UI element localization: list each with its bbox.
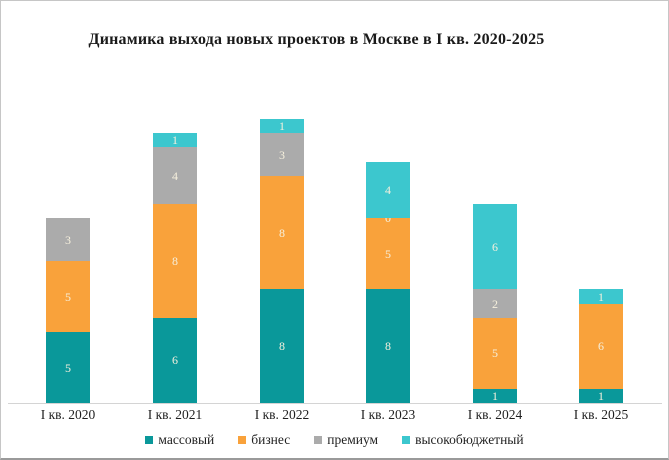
chart-title: Динамика выхода новых проектов в Москве … (88, 31, 545, 48)
legend-label: премиум (327, 432, 379, 447)
segment-value-label: 1 (492, 388, 498, 403)
legend-swatch-icon (402, 436, 411, 444)
legend-item: массовый (145, 432, 214, 448)
legend-label: массовый (158, 432, 215, 447)
bar-segment-массовый (579, 388, 623, 403)
legend-label: высокобюджетный (415, 432, 524, 447)
x-axis-label: I кв. 2025 (573, 407, 629, 422)
bar-segment-высокобюджетный (366, 161, 410, 219)
bar-segment-массовый (260, 289, 304, 403)
bar-segment-бизнес (153, 204, 197, 318)
segment-value-label: 3 (65, 232, 71, 247)
legend: массовый бизнес премиум высокобюджетный (1, 432, 668, 448)
segment-value-label: 3 (279, 147, 285, 162)
x-axis-label: I кв. 2023 (360, 407, 416, 422)
bar-segment-бизнес (260, 175, 304, 290)
bar-segment-массовый (473, 388, 517, 403)
bar-segment-массовый (153, 317, 197, 403)
legend-swatch-icon (238, 436, 247, 444)
segment-value-label: 5 (65, 360, 71, 375)
segment-value-label: 2 (492, 296, 498, 311)
x-axis-line (8, 403, 662, 404)
legend-item: премиум (314, 432, 378, 448)
segment-value-label: 8 (172, 254, 178, 268)
bar-segment-премиум (153, 147, 197, 205)
segment-value-label: 5 (385, 246, 391, 261)
bar-segment-бизнес (366, 218, 410, 290)
segment-value-label: 8 (279, 339, 285, 354)
segment-value-label: 1 (598, 388, 604, 403)
segment-value-label: 4 (385, 183, 391, 197)
segment-value-label: 0 (385, 211, 391, 226)
x-axis-label: I кв. 2021 (147, 407, 203, 422)
bar-segment-высокобюджетный (473, 204, 517, 290)
segment-value-label: 6 (172, 353, 178, 368)
bar-segment-премиум (473, 289, 517, 318)
bar-segment-высокобюджетный (153, 133, 197, 148)
bar-segment-бизнес (46, 261, 90, 332)
bar-segment-высокобюджетный (579, 289, 623, 304)
segment-value-label: 6 (598, 339, 604, 354)
segment-value-label: 8 (279, 225, 285, 240)
segment-value-label: 5 (492, 346, 498, 361)
segment-value-label: 1 (279, 119, 285, 134)
segment-value-label: 1 (172, 133, 178, 148)
legend-swatch-icon (145, 436, 154, 444)
legend-swatch-icon (314, 436, 323, 444)
segment-value-label: 5 (65, 289, 71, 304)
bar-segment-массовый (46, 332, 90, 403)
legend-label: бизнес (251, 432, 291, 447)
x-axis-label: I кв. 2020 (40, 407, 96, 422)
bar-segment-бизнес (473, 317, 517, 389)
bar-segment-премиум (260, 133, 304, 176)
segment-value-label: 4 (172, 168, 178, 183)
bar-segment-высокобюджетный (260, 119, 304, 134)
x-axis-label: I кв. 2024 (467, 407, 523, 422)
x-axis-label: I кв. 2022 (254, 407, 310, 422)
bar-segment-массовый (366, 289, 410, 403)
segment-value-label: 6 (492, 239, 498, 254)
segment-value-label: 8 (385, 339, 391, 354)
segment-value-label: 1 (598, 289, 604, 304)
bar-segment-премиум (46, 218, 90, 261)
bar-segment-бизнес (579, 303, 623, 389)
legend-item: бизнес (238, 432, 290, 448)
legend-item: высокобюджетный (402, 432, 524, 448)
